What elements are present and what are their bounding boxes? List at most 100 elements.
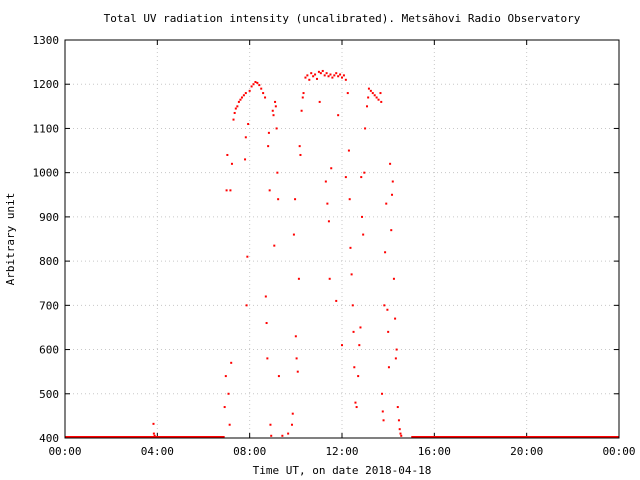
data-point: [152, 432, 155, 435]
y-tick-label: 400: [39, 432, 59, 445]
data-point: [389, 162, 392, 165]
data-point: [333, 74, 336, 77]
data-point: [363, 171, 366, 174]
data-point: [247, 123, 250, 126]
data-point: [302, 92, 305, 95]
data-point: [349, 246, 352, 249]
tick-layer: 400 500 600 700 800 900 1000 1100 1200 1300 00:00 0…: [33, 34, 636, 458]
data-point: [354, 401, 357, 404]
data-point: [398, 428, 401, 431]
data-point: [348, 198, 351, 201]
x-tick-label: 04:00: [141, 445, 174, 458]
data-point: [382, 419, 385, 422]
data-point: [250, 85, 253, 88]
data-point: [394, 317, 397, 320]
data-point: [252, 83, 255, 86]
data-point: [327, 75, 330, 78]
data-point: [314, 73, 317, 76]
data-point: [275, 127, 278, 130]
data-point: [366, 105, 369, 108]
data-point: [299, 153, 302, 156]
data-point: [297, 277, 300, 280]
data-point: [331, 76, 334, 79]
x-tick-label: 12:00: [325, 445, 358, 458]
data-point: [391, 193, 394, 196]
data-point: [387, 330, 390, 333]
data-point: [367, 96, 370, 99]
data-point: [224, 375, 227, 378]
data-point: [245, 304, 248, 307]
data-point: [381, 410, 384, 413]
data-point: [274, 105, 277, 108]
data-point: [256, 81, 259, 84]
data-point: [274, 100, 277, 103]
data-point: [325, 72, 328, 75]
data-point: [258, 84, 261, 87]
chart-title: Total UV radiation intensity (uncalibrat…: [104, 12, 581, 25]
data-point: [277, 375, 280, 378]
data-point: [152, 422, 155, 425]
data-point: [351, 304, 354, 307]
data-point: [375, 96, 378, 99]
data-point: [292, 233, 295, 236]
data-point: [330, 167, 333, 170]
data-point: [276, 171, 279, 174]
data-point: [391, 180, 394, 183]
data-point: [317, 70, 320, 73]
data-point: [344, 78, 347, 81]
data-point: [291, 412, 294, 415]
y-tick-label: 500: [39, 388, 59, 401]
data-point: [328, 277, 331, 280]
data-point: [237, 100, 240, 103]
data-point: [341, 76, 343, 79]
x-tick-label: 00:00: [48, 445, 81, 458]
data-point: [228, 423, 231, 426]
data-point: [233, 111, 236, 114]
x-tick-label: 00:00: [602, 445, 635, 458]
data-point: [385, 202, 388, 205]
data-point: [392, 277, 395, 280]
data-point: [272, 114, 275, 117]
data-point: [277, 198, 280, 201]
data-point: [304, 76, 307, 79]
data-point: [308, 78, 311, 81]
data-point: [337, 114, 340, 117]
grid-layer: [65, 40, 619, 438]
x-tick-label: 16:00: [418, 445, 451, 458]
data-point: [296, 370, 299, 373]
data-point: [240, 96, 243, 99]
y-tick-label: 700: [39, 299, 59, 312]
data-point: [360, 176, 363, 179]
data-point: [298, 145, 301, 148]
data-point: [265, 322, 268, 325]
data-point: [337, 75, 340, 78]
data-point: [318, 100, 321, 103]
data-point: [223, 406, 226, 409]
data-point: [244, 92, 247, 95]
y-tick-label: 600: [39, 344, 59, 357]
data-point: [324, 180, 327, 183]
data-point: [381, 392, 384, 395]
data-point: [266, 357, 269, 360]
data-point: [397, 419, 400, 422]
data-point: [264, 295, 267, 298]
data-point: [270, 434, 273, 437]
data-point: [248, 89, 251, 92]
data-point: [352, 330, 355, 333]
data-point: [350, 273, 353, 276]
data-point: [269, 423, 272, 426]
y-tick-label: 900: [39, 211, 59, 224]
data-point: [234, 107, 237, 110]
data-point: [301, 96, 304, 99]
data-point: [239, 98, 242, 101]
x-tick-label: 08:00: [233, 445, 266, 458]
data-point: [355, 406, 358, 409]
data-point: [353, 366, 356, 369]
data-point: [226, 153, 229, 156]
data-point: [373, 94, 376, 97]
data-point: [315, 77, 318, 80]
data-point: [342, 74, 345, 77]
data-point: [384, 251, 387, 254]
data-point: [294, 335, 297, 338]
